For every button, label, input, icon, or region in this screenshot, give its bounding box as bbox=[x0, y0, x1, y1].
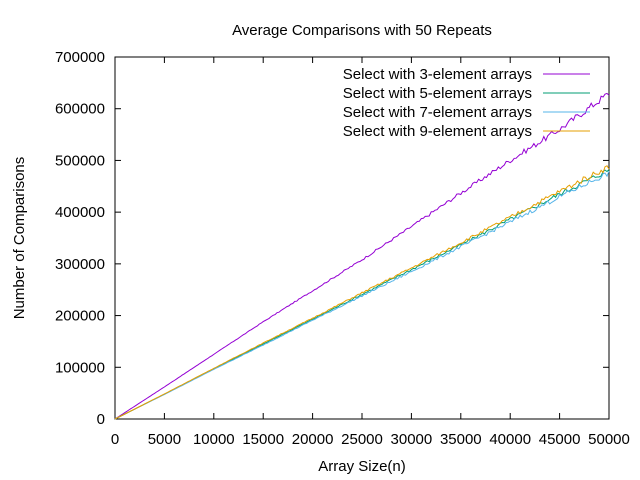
series-line-4 bbox=[114, 165, 610, 420]
series-line-1 bbox=[114, 92, 610, 420]
y-tick-label: 100000 bbox=[55, 359, 105, 376]
legend: Select with 3-element arrays Select with … bbox=[343, 66, 590, 140]
legend-label: Select with 3-element arrays bbox=[343, 66, 532, 83]
x-tick-label: 50000 bbox=[588, 431, 630, 448]
x-tick-label: 10000 bbox=[193, 431, 235, 448]
x-axis: 0 5000 10000 15000 20000 25000 30000 35000 40000… bbox=[111, 57, 630, 448]
x-tick-label: 45000 bbox=[539, 431, 581, 448]
legend-label: Select with 5-element arrays bbox=[343, 85, 532, 102]
chart-title: Average Comparisons with 50 Repeats bbox=[232, 22, 492, 39]
x-tick-label: 5000 bbox=[148, 431, 181, 448]
series-line-3 bbox=[114, 170, 610, 420]
y-tick-label: 400000 bbox=[55, 204, 105, 221]
x-axis-label: Array Size(n) bbox=[318, 458, 406, 475]
x-tick-label: 15000 bbox=[242, 431, 284, 448]
y-axis-label: Number of Comparisons bbox=[11, 157, 28, 320]
y-tick-label: 0 bbox=[97, 411, 105, 428]
y-tick-label: 300000 bbox=[55, 256, 105, 273]
x-tick-label: 40000 bbox=[489, 431, 531, 448]
x-tick-label: 35000 bbox=[440, 431, 482, 448]
y-tick-label: 200000 bbox=[55, 308, 105, 325]
legend-label: Select with 7-element arrays bbox=[343, 104, 532, 121]
x-tick-label: 30000 bbox=[391, 431, 433, 448]
x-tick-label: 0 bbox=[111, 431, 119, 448]
y-tick-label: 600000 bbox=[55, 101, 105, 118]
x-tick-label: 20000 bbox=[292, 431, 334, 448]
y-tick-label: 700000 bbox=[55, 49, 105, 66]
y-axis: 0 100000 200000 300000 400000 500000 600000 700… bbox=[55, 49, 609, 428]
y-tick-label: 500000 bbox=[55, 152, 105, 169]
x-tick-label: 25000 bbox=[341, 431, 383, 448]
legend-label: Select with 9-element arrays bbox=[343, 123, 532, 140]
series-lines bbox=[114, 92, 610, 420]
